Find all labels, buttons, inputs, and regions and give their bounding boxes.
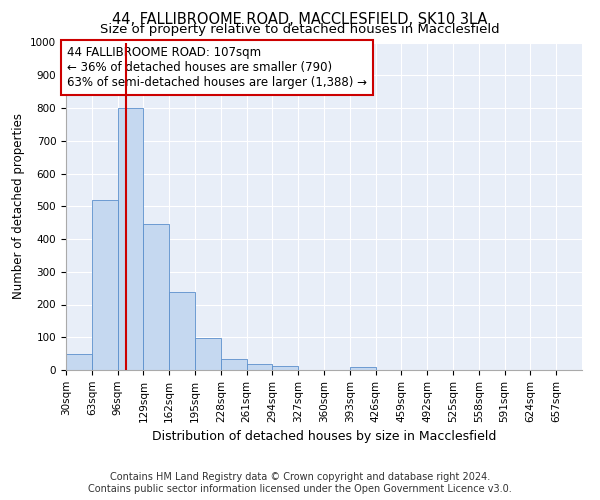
Bar [66, 354, 92, 370]
Bar [272, 366, 298, 370]
Bar [169, 292, 195, 370]
Bar [143, 224, 169, 370]
Bar [92, 200, 118, 370]
X-axis label: Distribution of detached houses by size in Macclesfield: Distribution of detached houses by size … [152, 430, 496, 443]
Text: Size of property relative to detached houses in Macclesfield: Size of property relative to detached ho… [100, 22, 500, 36]
Bar [118, 108, 143, 370]
Text: 44 FALLIBROOME ROAD: 107sqm
← 36% of detached houses are smaller (790)
63% of se: 44 FALLIBROOME ROAD: 107sqm ← 36% of det… [67, 46, 367, 89]
Text: 44, FALLIBROOME ROAD, MACCLESFIELD, SK10 3LA: 44, FALLIBROOME ROAD, MACCLESFIELD, SK10… [112, 12, 488, 28]
Text: Contains HM Land Registry data © Crown copyright and database right 2024.
Contai: Contains HM Land Registry data © Crown c… [88, 472, 512, 494]
Bar [221, 358, 247, 370]
Bar [195, 338, 221, 370]
Bar [350, 368, 376, 370]
Bar [247, 364, 272, 370]
Y-axis label: Number of detached properties: Number of detached properties [11, 114, 25, 299]
